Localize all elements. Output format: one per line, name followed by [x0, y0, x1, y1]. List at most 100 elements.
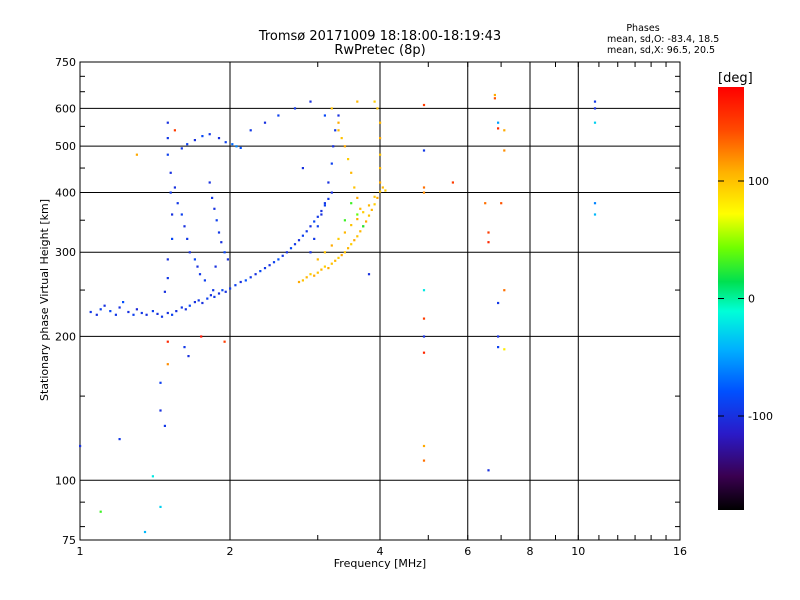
echo-point — [313, 220, 316, 223]
echo-point — [213, 207, 216, 210]
y-tick-label: 75 — [62, 534, 76, 547]
echo-point — [166, 340, 169, 343]
echo-point — [323, 204, 326, 207]
echo-point — [451, 181, 454, 184]
echo-point — [367, 214, 371, 217]
echo-point — [193, 258, 196, 261]
echo-point — [503, 149, 506, 152]
echo-point — [166, 137, 169, 140]
echo-point — [497, 301, 500, 305]
echo-point — [180, 306, 183, 309]
echo-point — [268, 264, 271, 267]
echo-point — [593, 121, 597, 124]
echo-point — [109, 310, 112, 313]
echo-point — [217, 231, 221, 234]
echo-point — [224, 290, 227, 293]
echo-point — [175, 310, 178, 313]
echo-point — [359, 207, 362, 210]
echo-point — [183, 225, 186, 228]
echo-point — [263, 267, 267, 270]
echo-point — [99, 510, 102, 513]
echo-point — [593, 107, 597, 110]
echo-point — [503, 129, 506, 132]
stats-x-mode: mean, sd,X: 96.5, 20.5 — [607, 45, 715, 56]
echo-point — [135, 308, 138, 311]
echo-point — [500, 202, 503, 205]
echo-point — [198, 273, 202, 276]
colorbar-tick-label: 100 — [748, 175, 769, 188]
echo-point — [379, 137, 382, 140]
echo-point — [79, 444, 82, 448]
y-tick-label: 200 — [55, 330, 76, 343]
echo-point — [316, 225, 319, 228]
echo-point — [140, 311, 143, 315]
echo-point — [159, 505, 162, 508]
data-points — [79, 93, 597, 534]
echo-point — [379, 190, 382, 193]
echo-point — [350, 202, 353, 205]
echo-point — [229, 287, 232, 290]
echo-point — [234, 284, 237, 287]
echo-point — [166, 121, 169, 124]
echo-point — [171, 313, 174, 316]
echo-point — [217, 137, 221, 140]
y-tick-label: 400 — [55, 186, 76, 199]
echo-point — [503, 289, 506, 292]
echo-point — [379, 153, 382, 156]
echo-point — [340, 254, 343, 257]
echo-point — [497, 335, 500, 338]
echo-point — [156, 312, 159, 315]
echo-point — [163, 290, 166, 293]
echo-point — [221, 289, 224, 292]
echo-point — [343, 251, 346, 254]
echo-point — [422, 335, 426, 338]
echo-point — [343, 219, 346, 222]
echo-point — [334, 129, 337, 132]
echo-point — [239, 146, 242, 149]
echo-point — [95, 313, 98, 316]
echo-point — [376, 196, 379, 199]
echo-point — [337, 121, 340, 124]
x-tick-label: 16 — [673, 545, 687, 558]
echo-point — [356, 100, 359, 103]
echo-point — [320, 209, 323, 213]
echo-point — [201, 135, 204, 138]
echo-point — [422, 459, 426, 462]
echo-point — [487, 469, 490, 472]
echo-point — [277, 114, 280, 117]
x-tick-label: 4 — [377, 545, 384, 558]
echo-point — [422, 317, 426, 320]
echo-point — [379, 121, 382, 124]
echo-point — [193, 139, 196, 142]
echo-point — [297, 280, 301, 284]
echo-point — [285, 251, 288, 254]
echo-point — [593, 202, 597, 205]
echo-point — [309, 225, 312, 228]
y-tick-label: 600 — [55, 102, 76, 115]
echo-point — [226, 258, 229, 261]
echo-point — [337, 129, 340, 132]
echo-point — [127, 310, 130, 314]
echo-point — [379, 181, 382, 184]
echo-point — [365, 220, 368, 223]
echo-point — [188, 304, 191, 307]
echo-point — [356, 213, 359, 216]
echo-point — [422, 186, 426, 189]
echo-point — [176, 202, 179, 205]
echo-point — [293, 243, 297, 246]
echo-point — [593, 213, 597, 216]
echo-point — [239, 280, 242, 284]
echo-point — [213, 295, 216, 298]
echo-point — [305, 230, 308, 233]
echo-point — [347, 247, 350, 250]
echo-point — [343, 145, 346, 148]
echo-point — [484, 202, 487, 205]
echo-point — [171, 213, 174, 216]
echo-point — [143, 530, 147, 534]
echo-point — [330, 107, 333, 110]
echo-point — [212, 289, 215, 292]
echo-point — [114, 313, 117, 316]
echo-point — [254, 273, 257, 276]
echo-point — [422, 191, 426, 194]
echo-point — [249, 129, 252, 132]
